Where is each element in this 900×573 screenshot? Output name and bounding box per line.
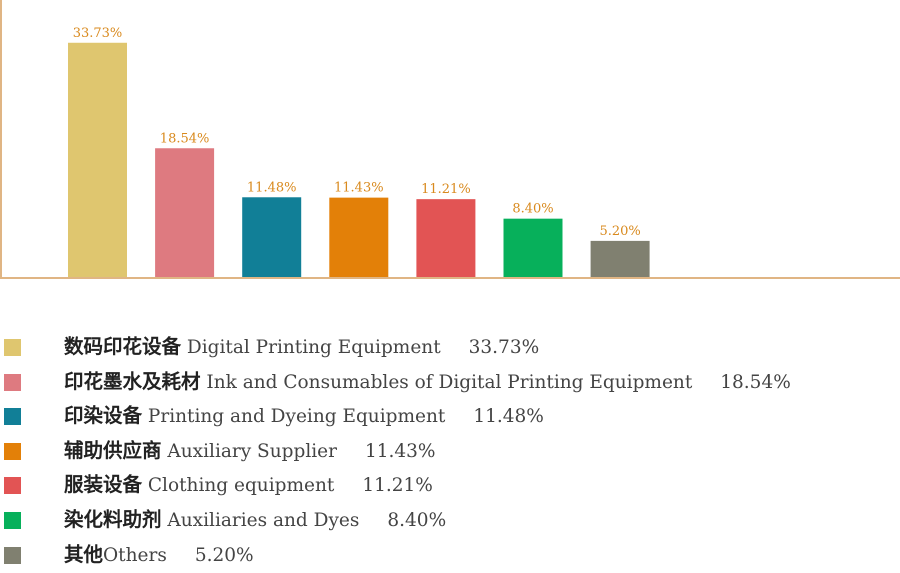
- bar-7: [590, 240, 650, 277]
- legend-label: 服装设备 Clothing equipment 11.21%: [64, 473, 433, 497]
- bar-value-label-2: 18.54%: [160, 131, 210, 146]
- legend-swatch: [4, 477, 21, 495]
- legend-label: 数码印花设备 Digital Printing Equipment 33.73%: [64, 335, 540, 358]
- legend-item-printing-dyeing: 印染设备 Printing and Dyeing Equipment 11.48%: [0, 399, 900, 434]
- legend-swatch: [4, 442, 21, 460]
- legend-swatch: [4, 339, 21, 356]
- bar-4: [329, 197, 389, 277]
- bar-value-label-6: 8.40%: [512, 202, 553, 217]
- legend-item-auxiliaries-dyes: 染化料助剂 Auxiliaries and Dyes 8.40%: [0, 503, 900, 538]
- legend-swatch: [4, 546, 21, 564]
- legend-swatch: [4, 408, 21, 426]
- legend-label: 染化料助剂 Auxiliaries and Dyes 8.40%: [64, 507, 447, 531]
- bar-chart: 33.73% 18.54% 11.48% 11.43% 11.21% 8.40% 5.20%: [0, 0, 900, 279]
- legend-label: 其他Others 5.20%: [64, 542, 254, 566]
- legend-item-clothing-equipment: 服装设备 Clothing equipment 11.21%: [0, 468, 900, 503]
- legend-item-others: 其他Others 5.20%: [0, 538, 900, 573]
- legend-item-auxiliary-supplier: 辅助供应商 Auxiliary Supplier 11.43%: [0, 434, 900, 469]
- bar-6: [503, 218, 563, 277]
- legend-swatch: [4, 511, 21, 529]
- bar-value-label-3: 11.48%: [247, 180, 297, 195]
- legend-label: 辅助供应商 Auxiliary Supplier 11.43%: [64, 438, 436, 462]
- legend-item-digital-printing: 数码印花设备 Digital Printing Equipment 33.73%: [0, 330, 900, 365]
- legend-item-ink-consumables: 印花墨水及耗材 Ink and Consumables of Digital P…: [0, 365, 900, 400]
- bar-1: [68, 42, 127, 278]
- bar-value-label-7: 5.20%: [599, 224, 640, 239]
- bar-3: [242, 197, 302, 277]
- chart-legend: 数码印花设备 Digital Printing Equipment 33.73% …: [0, 330, 900, 572]
- legend-swatch: [4, 373, 21, 391]
- bar-5: [416, 199, 476, 277]
- legend-label: 印染设备 Printing and Dyeing Equipment 11.48%: [64, 404, 544, 428]
- legend-label: 印花墨水及耗材 Ink and Consumables of Digital P…: [64, 369, 791, 393]
- bar-value-label-1: 33.73%: [73, 26, 123, 41]
- bar-value-label-4: 11.43%: [334, 181, 384, 196]
- bar-2: [155, 148, 215, 277]
- bar-value-label-5: 11.21%: [421, 182, 471, 197]
